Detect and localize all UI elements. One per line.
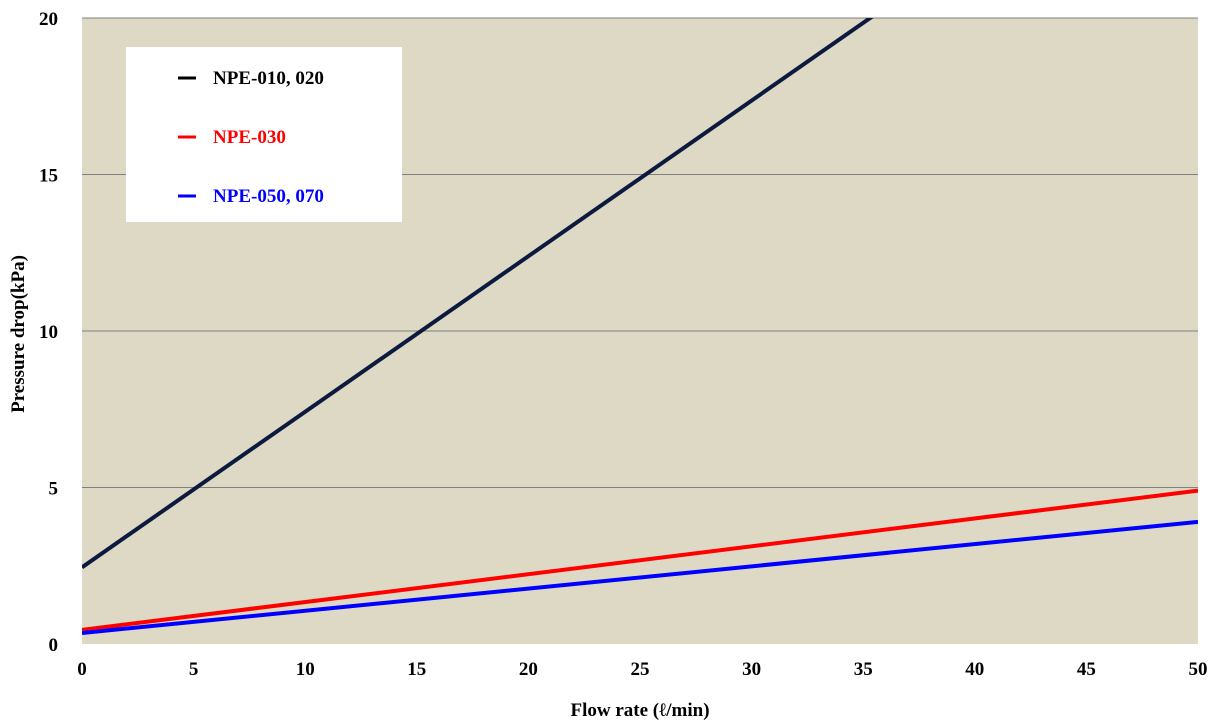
x-axis-title: Flow rate (ℓ/min): [570, 700, 709, 721]
y-tick-label: 20: [39, 9, 58, 30]
series-line-1: [82, 18, 874, 569]
y-tick-label: 15: [39, 166, 58, 187]
x-tick-label: 25: [631, 659, 650, 680]
legend-label: NPE-050, 070: [213, 186, 324, 207]
legend-label: NPE-030: [213, 127, 286, 148]
legend-label: NPE-010, 020: [213, 68, 324, 89]
y-tick-label: 5: [49, 479, 59, 500]
x-tick-label: 45: [1077, 659, 1096, 680]
x-tick-label: 50: [1189, 659, 1208, 680]
legend-box: [126, 47, 402, 222]
x-tick-label: 0: [77, 659, 87, 680]
x-tick-labels: 0 5 10 15 20 25 30 35 40 45 50: [77, 659, 1207, 680]
y-tick-label: 0: [49, 635, 59, 656]
y-tick-labels: 0 5 10 15 20: [39, 9, 58, 656]
x-tick-label: 20: [519, 659, 538, 680]
x-tick-label: 5: [189, 659, 199, 680]
legend: NPE-010, 020 NPE-030 NPE-050, 070: [126, 47, 402, 222]
x-tick-label: 30: [742, 659, 761, 680]
series-line-2: [82, 488, 1198, 632]
x-tick-label: 40: [965, 659, 984, 680]
x-tick-label: 35: [854, 659, 873, 680]
y-axis-title: Pressure drop(kPa): [8, 255, 29, 413]
series-line-3: [82, 519, 1198, 635]
y-tick-label: 10: [39, 322, 58, 343]
x-tick-label: 15: [407, 659, 426, 680]
series-layer: [82, 18, 1198, 635]
x-tick-label: 10: [296, 659, 315, 680]
